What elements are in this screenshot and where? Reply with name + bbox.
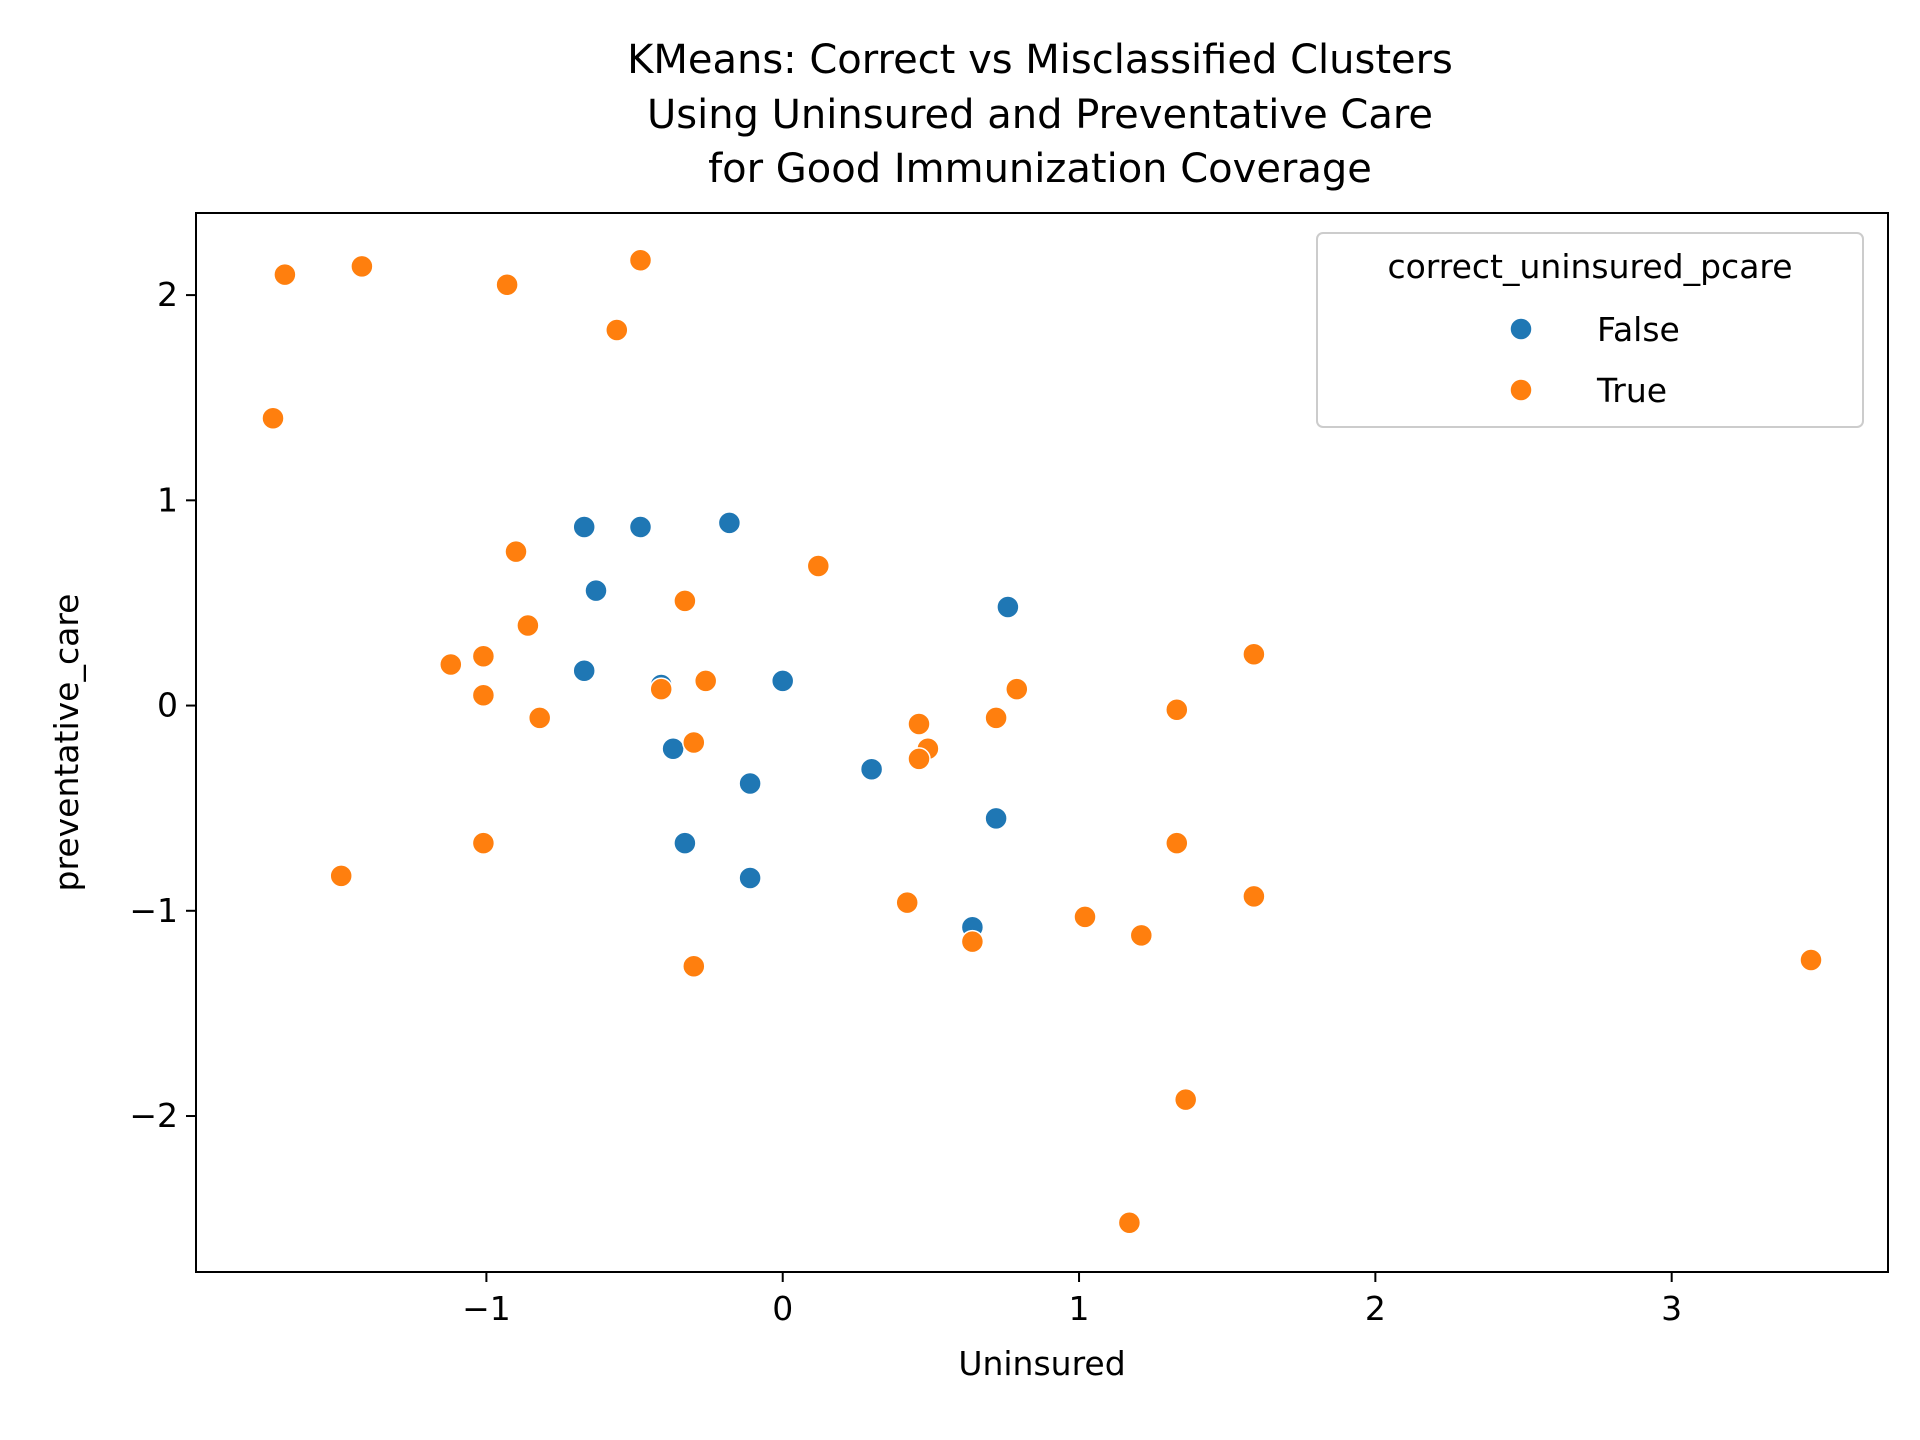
data-point-false [770, 669, 795, 693]
data-point-false [738, 866, 762, 890]
data-point-false [996, 595, 1020, 619]
x-tick-label: 0 [772, 1289, 793, 1328]
data-point-true [1165, 697, 1189, 722]
data-point-true [628, 248, 653, 272]
data-point-true [471, 683, 496, 708]
y-axis-label: preventative_care [47, 594, 86, 892]
y-tick-label: 2 [157, 275, 178, 314]
data-point-true [984, 706, 1008, 730]
chart-title-line-1: KMeans: Correct vs Misclassified Cluster… [627, 37, 1453, 83]
y-tick-label: 1 [157, 480, 178, 519]
data-point-true [471, 831, 496, 855]
data-point-false [859, 757, 884, 781]
data-point-true [471, 644, 496, 669]
data-point-true [439, 652, 463, 677]
data-point-true [1129, 923, 1154, 948]
plot-area-frame [195, 212, 1889, 1273]
data-point-true [1073, 905, 1097, 929]
data-point-true [495, 273, 519, 297]
data-point-true [960, 929, 985, 954]
data-point-true [273, 262, 297, 287]
data-point-false [717, 511, 742, 535]
data-point-false [673, 831, 697, 855]
data-point-true [895, 890, 919, 915]
points-layer [261, 248, 1823, 1235]
data-point-true [516, 613, 540, 638]
data-point-false [628, 515, 653, 539]
legend-title: correct_uninsured_pcare [1387, 247, 1792, 286]
x-tick-label: 2 [1365, 1289, 1386, 1328]
legend-marker-false [1509, 317, 1533, 341]
data-point-false [572, 658, 596, 683]
data-point-true [504, 539, 528, 564]
legend-label-false: False [1597, 310, 1680, 349]
chart-title-line-2: Using Uninsured and Preventative Care [647, 92, 1433, 138]
data-point-true [1005, 677, 1029, 701]
x-tick-label: 3 [1661, 1289, 1682, 1328]
data-point-true [693, 669, 718, 693]
y-tick-label: 0 [157, 686, 178, 725]
data-point-true [1173, 1087, 1198, 1112]
data-point-false [572, 515, 596, 539]
data-point-false [984, 806, 1008, 831]
data-point-true [907, 747, 931, 771]
data-point-true [907, 712, 931, 736]
y-tick-label: −1 [129, 891, 178, 930]
data-point-false [738, 771, 762, 796]
data-point-true [350, 254, 374, 279]
y-axis-ticks: −2 −1 0 1 2 [129, 275, 196, 1135]
data-point-true [673, 589, 697, 613]
chart-title: KMeans: Correct vs Misclassified Cluster… [627, 37, 1453, 192]
x-tick-label: 1 [1069, 1289, 1090, 1328]
legend-box [1316, 232, 1864, 428]
data-point-true [329, 864, 353, 888]
data-point-true [605, 318, 629, 342]
data-point-true [1165, 831, 1189, 855]
data-point-true [1242, 642, 1266, 667]
x-axis-label: Uninsured [958, 1344, 1125, 1383]
data-point-true [806, 554, 831, 578]
legend: correct_uninsured_pcare False True [1316, 232, 1864, 428]
chart-title-line-3: for Good Immunization Coverage [708, 146, 1372, 192]
data-point-true [261, 406, 285, 430]
data-point-false [584, 578, 608, 603]
data-point-true [682, 954, 706, 978]
data-point-true [682, 730, 706, 755]
x-tick-label: −1 [462, 1289, 511, 1328]
data-point-false [661, 736, 685, 761]
data-point-true [527, 706, 552, 730]
legend-label-true: True [1596, 371, 1667, 410]
y-tick-label: −2 [129, 1096, 178, 1135]
data-point-true [1799, 948, 1823, 972]
data-point-true [649, 677, 673, 701]
data-point-true [1117, 1210, 1142, 1235]
data-point-true [1242, 884, 1266, 909]
legend-marker-true [1509, 378, 1533, 402]
x-axis-ticks: −1 0 1 2 3 [462, 1272, 1682, 1328]
